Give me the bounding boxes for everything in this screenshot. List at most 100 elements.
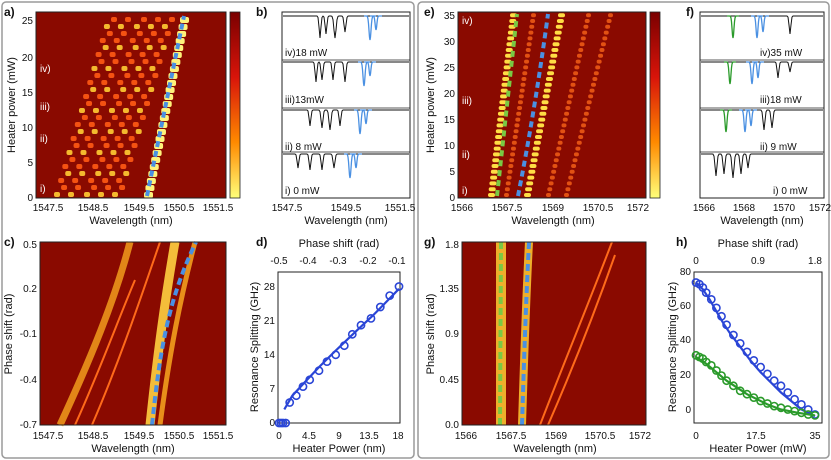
panel-a: a) iv) iii) ii) i) 0 5 10 15 20 25 1547.…	[4, 5, 234, 227]
panel-e-resonance-segment	[605, 24, 611, 29]
panel-a-resonance-segment	[87, 80, 94, 85]
panel-g-xtick-4: 1572	[629, 431, 652, 442]
panel-e-resonance-segment	[529, 24, 535, 29]
panel-b-trace-iv: iv)18 mW	[285, 48, 328, 59]
panel-e-resonance-segment	[586, 100, 592, 105]
panel-a-resonance-segment	[138, 73, 145, 78]
panel-a-resonance-segment	[141, 94, 148, 99]
panel-f-trace-ii: ii) 9 mW	[760, 142, 797, 153]
panel-e-resonance-segment	[528, 30, 534, 35]
panel-g-ytick-3: 0.45	[440, 375, 460, 386]
panel-a-resonance-segment	[134, 87, 141, 92]
panel-c-xtick-0: 1547.5	[33, 431, 64, 442]
panel-a-resonance-segment	[135, 129, 142, 134]
panel-h-blue-fit-line	[695, 281, 816, 418]
panel-a-resonance-segment	[127, 94, 134, 99]
panel-d-ytick-0: 0	[269, 418, 275, 429]
panel-e-resonance-segment	[490, 169, 498, 174]
panel-a-resonance-segment	[116, 178, 123, 183]
panel-a-resonance-segment	[117, 143, 124, 148]
panel-e-resonance-segment	[572, 158, 578, 163]
panel-a-resonance-segment	[105, 185, 112, 190]
panel-a-resonance-segment	[95, 171, 102, 176]
panel-e-resonance-segment	[544, 82, 552, 87]
panel-a-resonance-segment	[139, 115, 146, 120]
panel-a-resonance-segment	[100, 136, 107, 141]
panel-d-xtick-1: 4.5	[302, 431, 316, 442]
panel-a-resonance-segment	[132, 122, 139, 127]
panel-g-ytick-0: 1.8	[445, 240, 459, 251]
panel-a-resonance-segment	[120, 164, 127, 169]
panel-e-resonance-segment	[592, 77, 598, 81]
panel-a-resonance-segment	[148, 87, 155, 92]
panel-e-resonance-segment	[542, 94, 550, 99]
panel-a-resonance-segment	[86, 101, 93, 106]
panel-e-resonance-segment	[555, 152, 561, 157]
panel-a-resonance-segment	[87, 143, 94, 148]
panel-e-ylabel: Heater power (mW)	[425, 57, 437, 153]
panel-f-xtick-3: 1572	[809, 203, 831, 214]
panel-e-resonance-segment	[557, 140, 563, 145]
panel-e-resonance-segment	[569, 169, 575, 174]
panel-a-resonance-segment	[108, 108, 115, 113]
panel-f-green-resonance	[720, 109, 732, 133]
panel-e-resonance-segment	[555, 24, 563, 29]
panel-a-resonance-segment	[160, 45, 167, 50]
panel-e-resonance-segment	[553, 158, 559, 163]
panel-e-ytick-25: 25	[444, 63, 456, 74]
panel-a-resonance-segment	[132, 45, 139, 50]
panel-e-resonance-segment	[547, 187, 553, 192]
panel-d-ytick-2: 14	[264, 350, 276, 361]
panel-e-resonance-segment	[523, 65, 529, 70]
panel-a-resonance-segment	[76, 164, 83, 169]
panel-d-measured-point	[375, 302, 385, 312]
panel-a-resonance-segment	[122, 108, 129, 113]
panel-e-resonance-segment	[596, 59, 602, 64]
panel-e-resonance-segment	[504, 187, 510, 192]
panel-a-xtick-2: 1549.5	[124, 203, 155, 214]
panel-a-resonance-segment	[98, 59, 105, 64]
panel-a-resonance-segment	[128, 59, 135, 64]
panel-f-blue-resonance	[752, 61, 764, 79]
panel-e-resonance-segment	[564, 111, 570, 116]
panel-a-resonance-segment	[80, 150, 87, 155]
panel-a-resonance-segment	[146, 45, 153, 50]
panel-a-resonance-segment	[106, 31, 113, 36]
panel-e-resonance-segment	[526, 181, 534, 186]
panel-g-heatmap	[462, 242, 646, 425]
panel-e-resonance-segment	[507, 169, 513, 174]
panel-c-resonance-band	[56, 241, 134, 427]
panel-d-ytick-1: 7	[269, 384, 275, 395]
panel-e-resonance-segment	[524, 53, 530, 58]
panel-a-resonance-segment	[109, 171, 116, 176]
panel-e-ytick-10: 10	[444, 141, 456, 152]
colorbar-right	[649, 11, 661, 199]
panel-e-resonance-segment	[537, 123, 545, 128]
panel-d-xtick-4: 18	[392, 431, 404, 442]
panel-d-toptick-2: -0.3	[329, 256, 347, 267]
panel-e-resonance-segment	[526, 42, 532, 47]
panel-a-resonance-segment	[101, 80, 108, 85]
panel-d-toptick-1: -0.4	[299, 256, 317, 267]
panel-f-transmission-trace	[701, 153, 823, 179]
panel-a-resonance-segment	[61, 185, 68, 190]
panel-e-resonance-segment	[503, 65, 511, 70]
panel-h: h) Phase shift (rad) 0 0.9 1.8 0 20 40 6…	[667, 235, 823, 455]
panel-a-resonance-segment	[116, 101, 123, 106]
panel-b-label: b)	[256, 5, 267, 19]
panel-e-resonance-segment	[571, 164, 577, 168]
panel-g-xtick-0: 1566	[455, 431, 478, 442]
panel-e-resonance-segment	[595, 65, 601, 70]
panel-a-resonance-segment	[150, 31, 157, 36]
panel-a-resonance-segment	[92, 164, 99, 169]
panel-a-resonance-segment	[143, 38, 150, 43]
panel-e-resonance-segment	[501, 82, 509, 87]
panel-e-resonance-segment	[558, 13, 565, 18]
panel-e-resonance-segment	[500, 94, 508, 99]
panel-e-resonance-segment	[517, 100, 523, 105]
panel-f-trace-iv: iv)35 mW	[760, 48, 803, 59]
panel-e-resonance-segment	[495, 135, 503, 139]
panel-e-resonance-segment	[547, 71, 555, 76]
panel-e-resonance-segment	[579, 42, 585, 47]
panel-b-xtick-0: 1547.5	[272, 203, 303, 214]
